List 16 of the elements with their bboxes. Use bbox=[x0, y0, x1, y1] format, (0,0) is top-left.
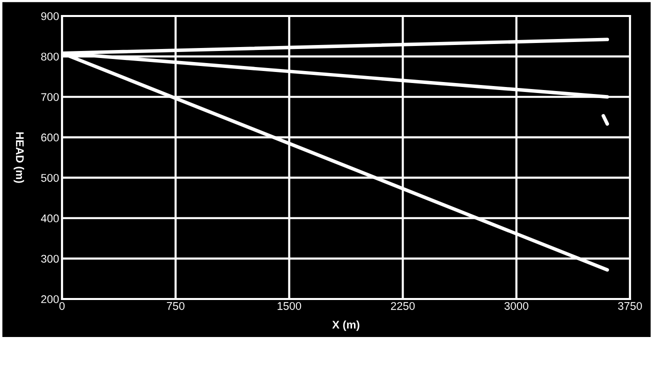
y-tick-label: 700 bbox=[41, 93, 59, 101]
y-tick-label: 200 bbox=[41, 295, 59, 304]
x-tick-label: 0 bbox=[59, 302, 65, 310]
y-tick-label: 900 bbox=[41, 12, 59, 20]
y-tick-label: 500 bbox=[41, 174, 59, 182]
y-tick-label: 600 bbox=[41, 134, 59, 142]
x-tick-label: 3000 bbox=[504, 302, 528, 310]
y-tick-label: 400 bbox=[40, 214, 59, 222]
x-tick-label: 750 bbox=[166, 302, 184, 310]
x-tick-label: 2250 bbox=[391, 302, 415, 310]
x-tick-label: 3750 bbox=[618, 302, 642, 310]
x-tick-label: 1500 bbox=[278, 302, 302, 310]
y-tick-label: 300 bbox=[41, 254, 59, 263]
y-tick-label: 800 bbox=[41, 52, 59, 61]
y-axis-title: HEAD (m) bbox=[14, 132, 24, 183]
x-axis-title: X (m) bbox=[332, 320, 360, 331]
